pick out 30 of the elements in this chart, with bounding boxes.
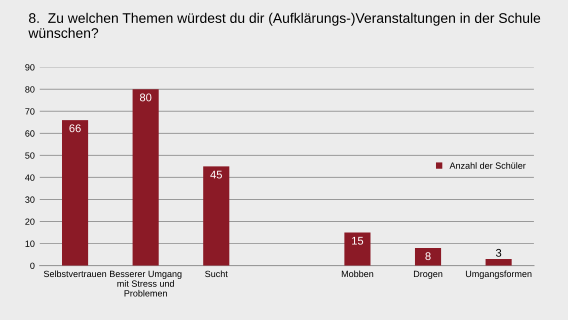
y-tick-label: 50 — [25, 152, 35, 159]
data-label: 3 — [496, 248, 502, 257]
x-tick-label: Umgangsformen — [466, 270, 532, 279]
x-tick-label: Drogen — [414, 270, 442, 279]
y-tick-label: 20 — [25, 218, 35, 225]
bar — [414, 248, 442, 266]
y-tick-label: 0 — [30, 262, 35, 269]
bar — [62, 120, 88, 266]
x-tick-label: Sucht — [205, 270, 228, 278]
data-label: 66 — [69, 124, 81, 132]
data-label: 45 — [210, 170, 222, 179]
data-label: 15 — [352, 236, 364, 245]
y-tick-label: 60 — [25, 130, 35, 137]
bar — [203, 166, 230, 266]
y-tick-label: 30 — [25, 196, 35, 203]
y-tick-label: 90 — [25, 64, 35, 71]
bar — [486, 258, 512, 266]
x-tick-label: Selbstvertrauen — [44, 270, 106, 278]
bar — [132, 89, 159, 266]
legend-label: Anzahl der Schüler — [450, 162, 526, 169]
x-tick-label: Besserer Umgang mit Stress und Problemen — [110, 270, 182, 297]
data-label: 8 — [425, 252, 431, 260]
y-tick-label: 10 — [26, 240, 35, 247]
data-label: 80 — [140, 94, 152, 102]
bar — [344, 232, 370, 266]
x-tick-label: Mobben — [342, 270, 374, 278]
chart-title: 8. Zu welchen Themen würdest du dir (Aufklärungs-)Veranstaltungen in der Schule wünschen? — [28, 12, 540, 38]
y-tick-label: 70 — [25, 108, 35, 115]
y-tick-label: 80 — [25, 86, 35, 93]
y-tick-label: 40 — [25, 174, 35, 181]
